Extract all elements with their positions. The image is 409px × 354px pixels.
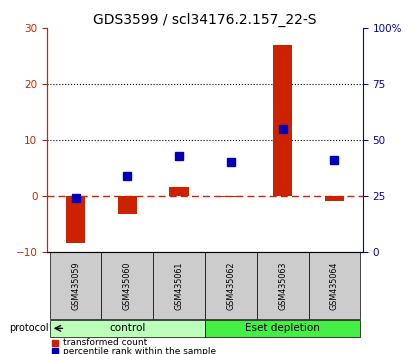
- Text: GSM435062: GSM435062: [226, 261, 235, 310]
- Bar: [169, 187, 189, 196]
- Bar: [308, 252, 360, 319]
- Bar: [49, 320, 204, 337]
- Bar: [204, 252, 256, 319]
- Text: GSM435061: GSM435061: [174, 261, 183, 309]
- Title: GDS3599 / scl34176.2.157_22-S: GDS3599 / scl34176.2.157_22-S: [93, 13, 316, 27]
- Bar: [272, 45, 292, 196]
- Text: Eset depletion: Eset depletion: [245, 323, 319, 333]
- Bar: [220, 196, 240, 198]
- Bar: [65, 196, 85, 243]
- Bar: [324, 196, 344, 201]
- Text: GSM435059: GSM435059: [71, 261, 80, 310]
- Bar: [256, 252, 308, 319]
- Bar: [204, 320, 360, 337]
- Text: GSM435060: GSM435060: [123, 261, 132, 309]
- Text: GSM435064: GSM435064: [329, 261, 338, 309]
- Bar: [153, 252, 204, 319]
- Text: transformed count: transformed count: [63, 338, 146, 347]
- Bar: [49, 252, 101, 319]
- Bar: [101, 252, 153, 319]
- Text: protocol: protocol: [9, 323, 49, 333]
- Bar: [117, 196, 137, 214]
- Text: GSM435063: GSM435063: [277, 261, 286, 309]
- Text: control: control: [109, 323, 145, 333]
- Text: percentile rank within the sample: percentile rank within the sample: [63, 347, 215, 354]
